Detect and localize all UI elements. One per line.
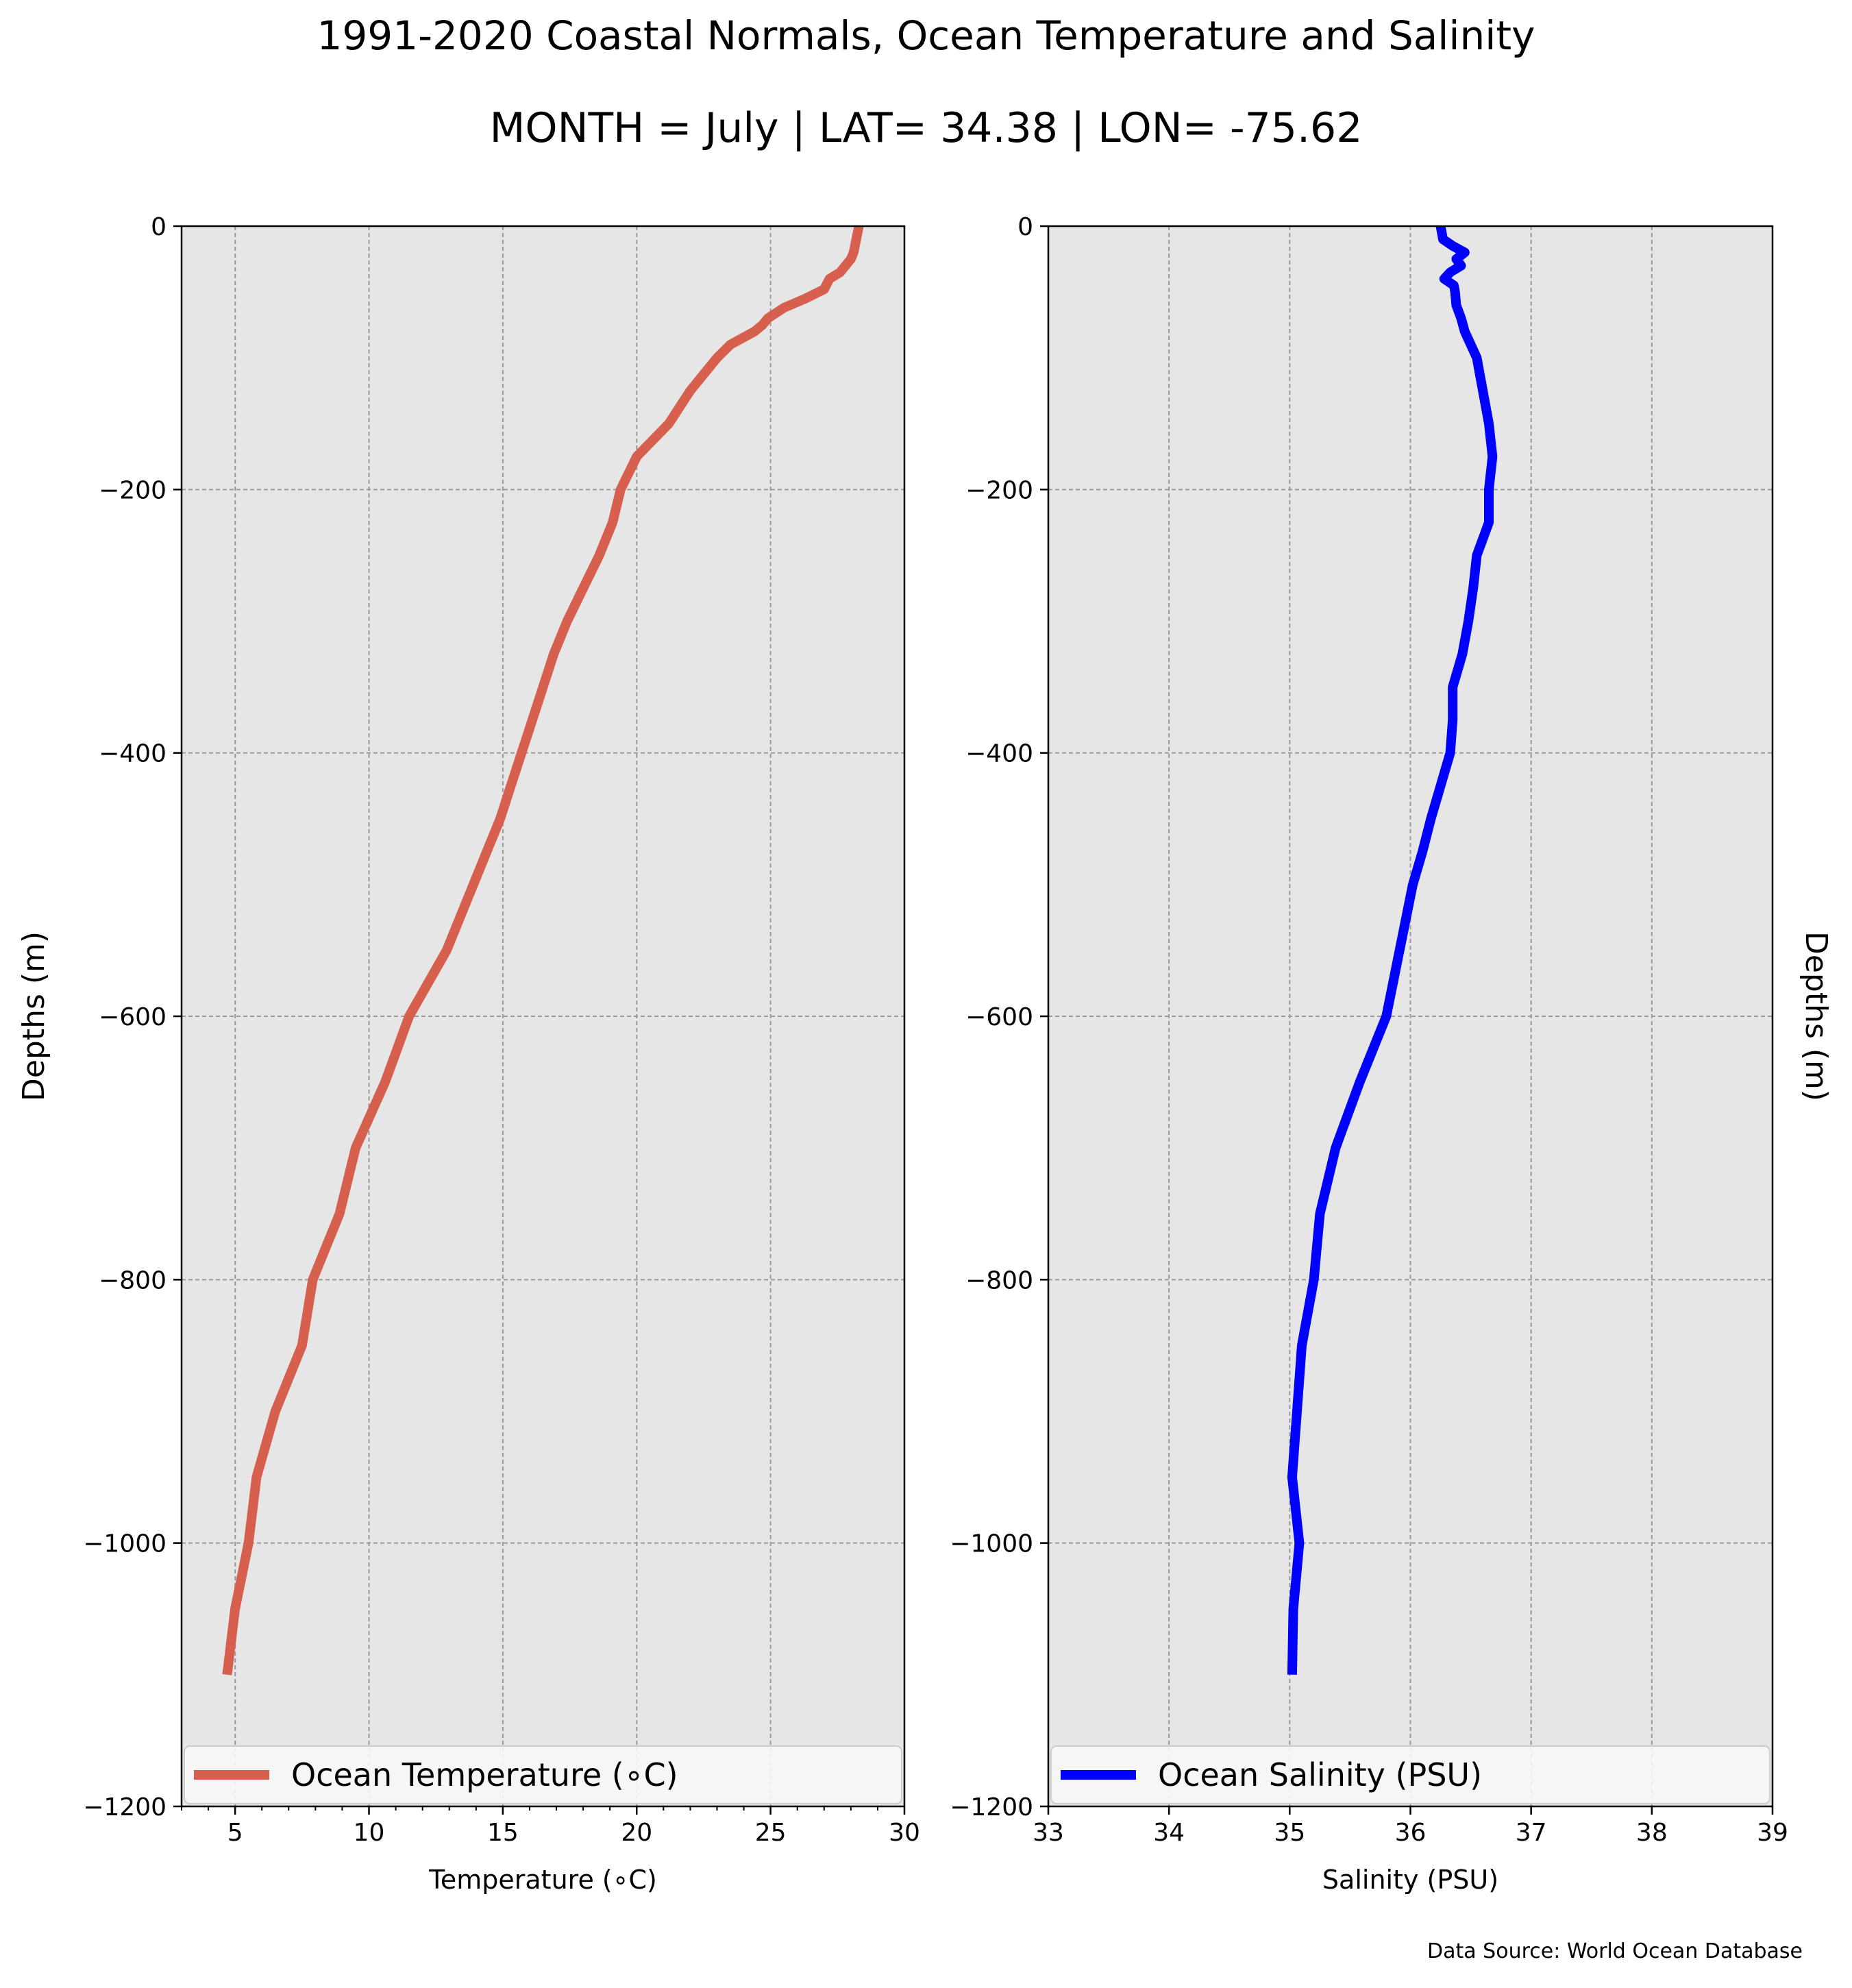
salinity-y-tick-label: −200	[965, 476, 1033, 504]
chart-title: 1991-2020 Coastal Normals, Ocean Tempera…	[317, 12, 1535, 59]
temperature-legend-box	[184, 1745, 902, 1804]
salinity-y-tick-label: −1000	[950, 1530, 1033, 1558]
salinity-x-tick-label: 34	[1153, 1819, 1185, 1847]
temperature-panel: 5 10 15 20 25 30 0 −200 −400 −600 −800 −1000 −1200 Te…	[16, 213, 920, 1895]
temperature-y-tick-label: −1200	[83, 1793, 166, 1821]
temperature-plot-area	[182, 226, 904, 1806]
temperature-y-tick-label: 0	[151, 213, 166, 241]
temperature-legend-label: Ocean Temperature (∘C)	[291, 1756, 678, 1793]
salinity-x-axis-label: Salinity (PSU)	[1322, 1865, 1498, 1895]
temperature-x-tick-label: 5	[227, 1819, 243, 1847]
temperature-y-tick-label: −800	[99, 1266, 166, 1294]
salinity-y-tick-label: −400	[965, 740, 1033, 768]
salinity-y-tick-label: −800	[965, 1266, 1033, 1294]
temperature-legend: Ocean Temperature (∘C)	[184, 1745, 902, 1804]
salinity-x-tick-label: 36	[1395, 1819, 1427, 1847]
temperature-y-tick-label: −200	[99, 476, 166, 504]
temperature-x-axis-label: Temperature (∘C)	[428, 1865, 657, 1895]
salinity-legend-label: Ocean Salinity (PSU)	[1158, 1756, 1482, 1793]
salinity-legend-box	[1050, 1745, 1770, 1804]
salinity-panel: 33 34 35 36 37 38 39 0 −200 −400 −600 −800 −1000 −120…	[950, 213, 1834, 1895]
salinity-y-tick-label: −1200	[950, 1793, 1033, 1821]
temperature-x-tick-label: 30	[889, 1819, 920, 1847]
temperature-x-tick-label: 25	[755, 1819, 787, 1847]
salinity-y-axis-label: Depths (m)	[1799, 931, 1834, 1101]
temperature-x-tick-label: 20	[621, 1819, 652, 1847]
temperature-y-tick-label: −1000	[83, 1530, 166, 1558]
temperature-y-tick-label: −600	[99, 1003, 166, 1031]
salinity-series-line-0	[1287, 225, 1498, 1675]
chart-subtitle: MONTH = July | LAT= 34.38 | LON= -75.62	[489, 104, 1363, 152]
temperature-x-tick-label: 10	[354, 1819, 385, 1847]
salinity-x-tick-label: 39	[1757, 1819, 1788, 1847]
temperature-series-line-0	[222, 225, 864, 1676]
temperature-y-axis-label: Depths (m)	[16, 931, 51, 1101]
salinity-y-tick-label: −600	[965, 1003, 1033, 1031]
salinity-y-tick-label: 0	[1017, 213, 1033, 241]
salinity-x-tick-label: 38	[1636, 1819, 1668, 1847]
salinity-legend: Ocean Salinity (PSU)	[1050, 1745, 1770, 1804]
temperature-x-tick-label: 15	[487, 1819, 519, 1847]
temperature-y-tick-label: −400	[99, 740, 166, 768]
salinity-x-tick-label: 35	[1274, 1819, 1305, 1847]
salinity-x-tick-label: 37	[1516, 1819, 1547, 1847]
data-source-note: Data Source: World Ocean Database	[1427, 1939, 1803, 1963]
salinity-x-tick-label: 33	[1033, 1819, 1064, 1847]
